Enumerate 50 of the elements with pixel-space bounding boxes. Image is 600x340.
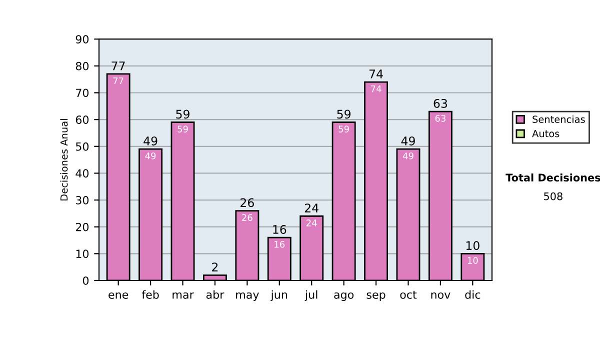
total-label: 24 [304, 204, 318, 212]
x-tick-label: sep [366, 292, 386, 301]
data-label: 59 [338, 126, 349, 132]
y-tick-label: 10 [76, 250, 89, 258]
x-tick-label: ene [108, 292, 128, 299]
data-label: 74 [371, 86, 382, 92]
y-tick-label: 30 [76, 196, 89, 204]
total-label: 16 [273, 225, 286, 234]
total-label: 49 [401, 136, 415, 146]
data-label: 59 [178, 126, 188, 132]
legend-label: Autos [532, 130, 560, 138]
legend-label: Sentencias [532, 115, 585, 123]
total-label: 63 [434, 98, 448, 108]
data-label: 10 [468, 257, 478, 264]
y-tick-label: 90 [76, 35, 89, 44]
total-label: 2 [212, 262, 218, 272]
x-tick-label: mar [172, 292, 194, 299]
y-tick-label: 70 [76, 88, 89, 98]
y-tick-label: 50 [76, 142, 89, 151]
x-tick-label: jun [270, 290, 288, 301]
total-label: 59 [176, 110, 190, 119]
x-tick-label: abr [206, 290, 224, 299]
y-tick-label: 80 [76, 62, 89, 70]
x-tick-label: feb [142, 290, 159, 299]
y-tick-label: 40 [76, 169, 89, 178]
total-label: 77 [112, 62, 125, 70]
x-tick-label: dic [465, 290, 480, 299]
data-label: 49 [145, 152, 156, 160]
total-label: 26 [240, 198, 254, 208]
data-label: 16 [274, 240, 285, 248]
y-tick-label: 20 [76, 222, 89, 232]
y-tick-label: 60 [76, 116, 89, 124]
data-label: 63 [435, 114, 446, 122]
x-tick-label: jul [304, 290, 318, 301]
y-tick-label: 0 [82, 276, 89, 285]
total-label: 59 [337, 110, 350, 119]
text: Total Decisiones [506, 173, 600, 182]
x-tick-label: nov [431, 292, 450, 299]
y-axis-title: Decisiones Anual [60, 119, 68, 200]
text: 508 [544, 192, 562, 200]
total-label: 10 [466, 241, 480, 250]
total-label: 74 [369, 70, 383, 78]
x-tick-label: oct [400, 290, 417, 299]
data-label: 49 [402, 152, 414, 160]
data-label: 77 [113, 77, 124, 84]
data-label: 24 [306, 220, 317, 226]
x-tick-label: may [236, 292, 259, 301]
x-tick-label: ago [334, 292, 354, 301]
total-label: 49 [144, 136, 158, 146]
data-label: 26 [242, 214, 252, 221]
